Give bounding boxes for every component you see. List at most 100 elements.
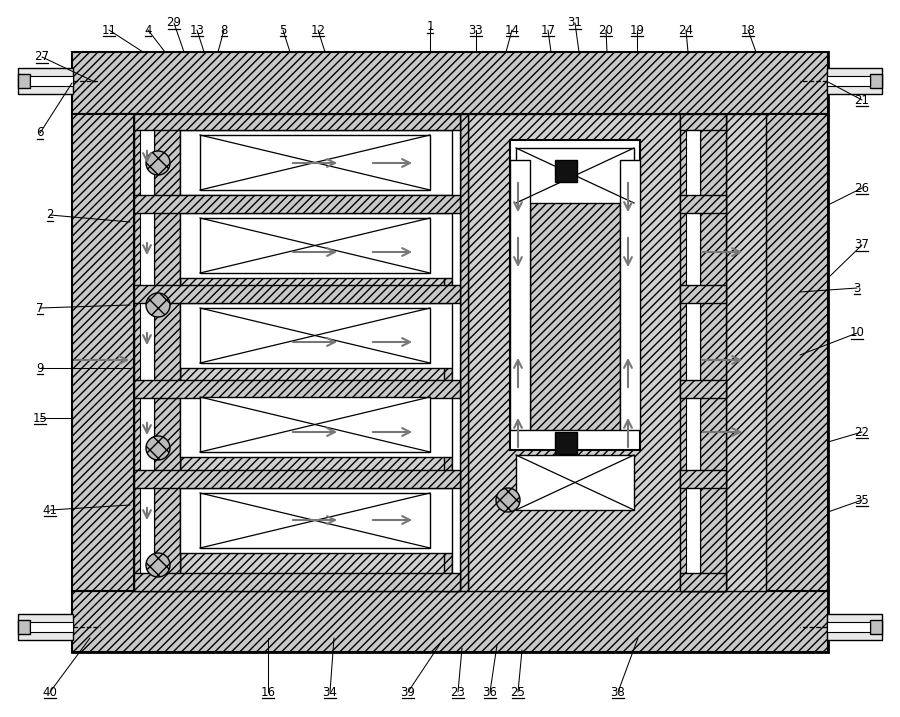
Polygon shape xyxy=(146,553,170,577)
Text: 16: 16 xyxy=(260,685,275,698)
Text: 15: 15 xyxy=(32,412,48,424)
Text: 19: 19 xyxy=(629,24,644,37)
Text: 39: 39 xyxy=(400,685,416,698)
Bar xyxy=(200,218,430,273)
Bar xyxy=(530,160,620,430)
Bar xyxy=(200,397,430,452)
Bar xyxy=(452,114,460,591)
Bar xyxy=(555,432,577,454)
Bar xyxy=(134,114,180,591)
Text: 24: 24 xyxy=(679,24,694,37)
Text: 25: 25 xyxy=(510,685,526,698)
Polygon shape xyxy=(146,436,170,460)
Bar xyxy=(827,614,882,640)
Bar xyxy=(827,76,870,86)
Text: 41: 41 xyxy=(42,503,58,516)
Text: 13: 13 xyxy=(190,24,204,37)
Bar xyxy=(766,114,828,591)
Text: 38: 38 xyxy=(610,685,626,698)
Bar xyxy=(180,488,460,553)
Bar xyxy=(200,493,430,548)
Bar xyxy=(134,114,460,130)
Text: 36: 36 xyxy=(482,685,498,698)
Bar xyxy=(680,285,726,303)
Bar xyxy=(444,114,452,591)
Bar xyxy=(72,52,828,114)
Text: 34: 34 xyxy=(322,685,338,698)
Text: 10: 10 xyxy=(850,326,864,340)
Text: 7: 7 xyxy=(36,302,44,315)
Bar xyxy=(686,114,700,591)
Bar xyxy=(555,160,577,182)
Bar xyxy=(680,114,726,130)
Bar xyxy=(680,470,726,488)
Bar xyxy=(870,620,882,634)
Bar xyxy=(30,622,73,632)
Bar xyxy=(516,455,634,510)
Bar xyxy=(827,622,870,632)
Bar xyxy=(72,114,134,591)
Polygon shape xyxy=(146,151,170,175)
Bar xyxy=(460,114,468,591)
Text: 2: 2 xyxy=(46,209,54,222)
Text: 37: 37 xyxy=(855,239,869,252)
Bar xyxy=(72,591,828,652)
Bar xyxy=(140,114,154,591)
Bar xyxy=(180,392,460,457)
Text: 14: 14 xyxy=(505,24,519,37)
Text: 35: 35 xyxy=(855,493,869,506)
Bar xyxy=(72,52,828,652)
Bar xyxy=(680,573,726,591)
Text: 20: 20 xyxy=(598,24,614,37)
Bar xyxy=(680,114,726,591)
Bar xyxy=(154,114,180,591)
Text: 6: 6 xyxy=(36,126,44,140)
Bar xyxy=(827,68,882,94)
Bar xyxy=(18,74,30,88)
Bar xyxy=(134,573,460,591)
Bar xyxy=(134,285,460,303)
Text: 33: 33 xyxy=(469,24,483,37)
Text: 23: 23 xyxy=(451,685,465,698)
Bar xyxy=(516,148,634,203)
Bar xyxy=(30,76,73,86)
Text: 21: 21 xyxy=(854,93,869,107)
Bar xyxy=(200,135,430,190)
Text: 18: 18 xyxy=(741,24,755,37)
Bar xyxy=(180,114,460,591)
Bar xyxy=(180,213,460,278)
Text: 4: 4 xyxy=(144,24,152,37)
Bar xyxy=(680,380,726,398)
Bar xyxy=(700,114,726,591)
Text: 9: 9 xyxy=(36,361,44,374)
Bar xyxy=(680,195,726,213)
Text: 22: 22 xyxy=(854,425,869,439)
Text: 8: 8 xyxy=(220,24,228,37)
Bar xyxy=(468,114,766,591)
Bar xyxy=(134,380,460,398)
Text: 29: 29 xyxy=(166,16,182,29)
Text: 17: 17 xyxy=(541,24,555,37)
Text: 1: 1 xyxy=(427,21,434,34)
Bar xyxy=(180,303,460,368)
Text: 11: 11 xyxy=(102,24,116,37)
Bar xyxy=(510,160,530,430)
Polygon shape xyxy=(146,293,170,317)
Bar xyxy=(620,160,640,430)
Bar xyxy=(510,140,640,450)
Text: 27: 27 xyxy=(34,50,50,64)
Bar xyxy=(18,68,73,94)
Bar xyxy=(200,308,430,363)
Bar xyxy=(18,614,73,640)
Bar xyxy=(134,195,460,213)
Text: 31: 31 xyxy=(568,16,582,29)
Text: 12: 12 xyxy=(310,24,326,37)
Bar xyxy=(134,470,460,488)
Bar xyxy=(180,130,460,195)
Text: 26: 26 xyxy=(854,181,869,194)
Polygon shape xyxy=(496,488,520,512)
Bar xyxy=(870,74,882,88)
Bar xyxy=(18,620,30,634)
Text: 3: 3 xyxy=(853,282,860,295)
Text: 5: 5 xyxy=(279,24,287,37)
